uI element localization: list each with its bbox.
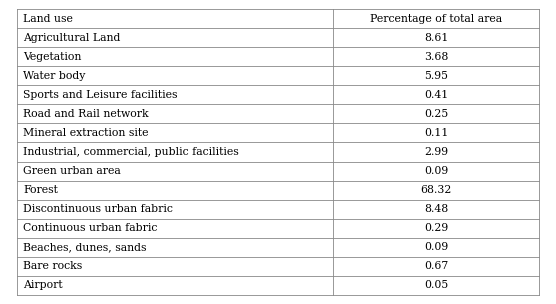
Text: 5.95: 5.95 (424, 71, 448, 81)
Text: 0.67: 0.67 (424, 261, 448, 271)
Text: Discontinuous urban fabric: Discontinuous urban fabric (23, 204, 173, 214)
Text: Percentage of total area: Percentage of total area (370, 14, 502, 24)
Text: 3.68: 3.68 (424, 52, 448, 62)
Text: 0.09: 0.09 (424, 242, 448, 252)
Text: 0.09: 0.09 (424, 166, 448, 176)
Text: Vegetation: Vegetation (23, 52, 81, 62)
Text: Water body: Water body (23, 71, 85, 81)
Text: Mineral extraction site: Mineral extraction site (23, 128, 148, 138)
Text: Beaches, dunes, sands: Beaches, dunes, sands (23, 242, 146, 252)
Text: 8.61: 8.61 (424, 33, 448, 43)
Text: Green urban area: Green urban area (23, 166, 121, 176)
Text: 0.11: 0.11 (424, 128, 448, 138)
Text: 2.99: 2.99 (424, 147, 448, 157)
Text: 0.41: 0.41 (424, 90, 448, 100)
Text: Land use: Land use (23, 14, 73, 24)
Text: Sports and Leisure facilities: Sports and Leisure facilities (23, 90, 177, 100)
Text: Industrial, commercial, public facilities: Industrial, commercial, public facilitie… (23, 147, 239, 157)
Text: Agricultural Land: Agricultural Land (23, 33, 120, 43)
Text: Bare rocks: Bare rocks (23, 261, 82, 271)
Text: 68.32: 68.32 (420, 185, 452, 195)
Text: Forest: Forest (23, 185, 58, 195)
Text: 0.29: 0.29 (424, 223, 448, 233)
Text: Continuous urban fabric: Continuous urban fabric (23, 223, 157, 233)
Text: 8.48: 8.48 (424, 204, 448, 214)
Text: 0.25: 0.25 (424, 109, 448, 119)
Text: Airport: Airport (23, 280, 63, 290)
Text: Road and Rail network: Road and Rail network (23, 109, 148, 119)
Text: 0.05: 0.05 (424, 280, 448, 290)
